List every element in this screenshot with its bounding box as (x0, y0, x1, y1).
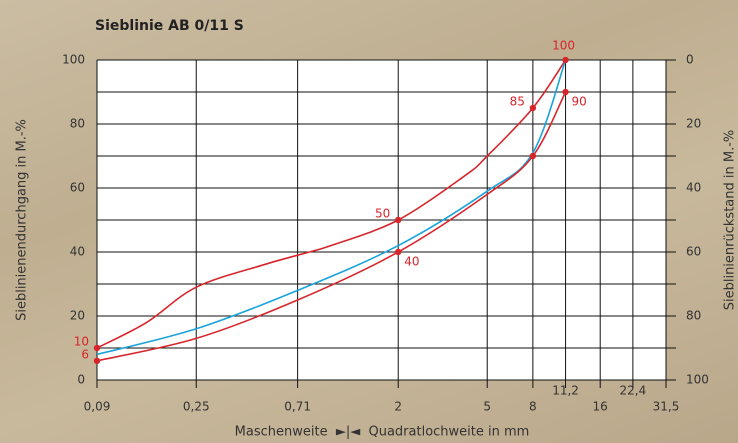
point-marker (562, 57, 568, 63)
value-label: 6 (81, 347, 89, 361)
y2-tick-label: 80 (686, 309, 701, 323)
y-tick-label: 100 (62, 53, 85, 67)
point-marker (94, 358, 100, 364)
x-tick-label: 31,5 (653, 400, 680, 414)
point-marker (530, 153, 536, 159)
y2-tick-label: 20 (686, 117, 701, 131)
point-marker (530, 105, 536, 111)
y-tick-label: 40 (70, 245, 85, 259)
x-axis-label: Maschenweite ►|◄ Quadratlochweite in mm (235, 425, 530, 440)
value-label: 40 (404, 255, 419, 269)
chart: Sieblinie AB 0/11 S Sieblinienendurchgan… (0, 0, 738, 443)
y-axis-label: Sieblinienendurchgang in M.-% (15, 119, 30, 321)
value-label: 90 (572, 95, 587, 109)
x-tick-label: 11,2 (552, 384, 579, 398)
point-marker (395, 249, 401, 255)
x-tick-label: 0,71 (284, 400, 311, 414)
point-marker (562, 89, 568, 95)
x-tick-label: 16 (593, 400, 608, 414)
y2-tick-label: 60 (686, 245, 701, 259)
y2-tick-label: 100 (686, 373, 709, 387)
y-tick-label: 0 (77, 373, 85, 387)
x-tick-label: 8 (529, 400, 537, 414)
y2-tick-label: 40 (686, 181, 701, 195)
y-tick-label: 20 (70, 309, 85, 323)
value-label: 85 (510, 95, 525, 109)
x-tick-label: 0,25 (183, 400, 210, 414)
value-label: 100 (552, 39, 575, 53)
x-tick-label: 0,09 (84, 400, 111, 414)
point-marker (395, 217, 401, 223)
y-tick-label: 60 (70, 181, 85, 195)
x-tick-label: 2 (394, 400, 402, 414)
x-tick-label: 22,4 (620, 384, 647, 398)
value-label: 50 (375, 207, 390, 221)
y2-axis-label: Sieblinienrückstand in M.-% (723, 130, 738, 311)
y-tick-label: 80 (70, 117, 85, 131)
chart-title: Sieblinie AB 0/11 S (95, 18, 244, 34)
page: Sieblinie AB 0/11 S Sieblinienendurchgan… (0, 0, 738, 443)
x-tick-label: 5 (483, 400, 491, 414)
y2-tick-label: 0 (686, 53, 694, 67)
point-marker (94, 345, 100, 351)
